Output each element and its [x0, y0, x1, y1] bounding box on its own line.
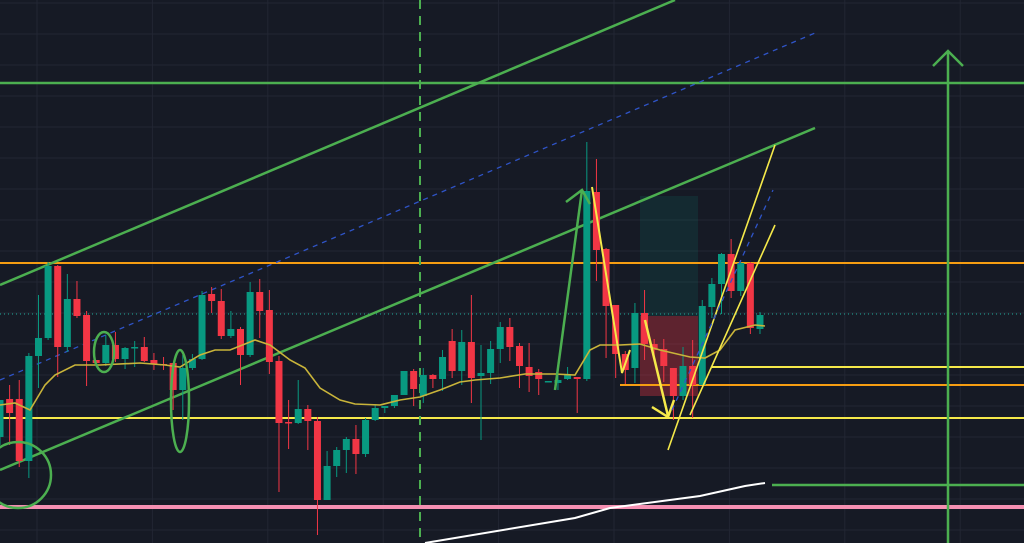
- candle-up: [631, 313, 639, 368]
- candle-up: [381, 406, 389, 408]
- candle-up: [496, 327, 504, 349]
- candle-up: [487, 349, 495, 373]
- yellow-channel-line: [689, 224, 776, 416]
- candle-up: [198, 295, 206, 359]
- candle-up: [323, 466, 331, 500]
- candle-up: [564, 375, 572, 379]
- candle-down: [6, 399, 14, 413]
- candle-down: [237, 329, 244, 355]
- candle-up: [179, 368, 187, 390]
- candle-down: [15, 399, 23, 461]
- yellow-path: [591, 186, 631, 374]
- arrow-down-icon: [651, 399, 676, 419]
- candle-down: [54, 266, 62, 347]
- long-position-target-zone: [640, 196, 698, 316]
- candle-down: [275, 361, 283, 423]
- candle-up: [477, 373, 485, 376]
- candle-up: [34, 338, 42, 356]
- candle-down: [429, 375, 437, 379]
- highlight-ellipse: [92, 330, 116, 374]
- candle-down: [525, 367, 533, 376]
- candle-down: [140, 347, 148, 361]
- candle-down: [573, 377, 581, 379]
- candle-down: [727, 254, 735, 291]
- candle-up: [63, 299, 71, 347]
- candle-up: [227, 329, 235, 336]
- drawings-front: [0, 49, 964, 543]
- candle-down: [352, 439, 360, 454]
- candle-down: [208, 294, 216, 301]
- channel-upper-line: [0, 0, 676, 287]
- candle-up: [439, 357, 447, 379]
- highlight-ellipse: [169, 348, 191, 454]
- candle-down: [650, 344, 658, 350]
- candle-up: [679, 366, 687, 396]
- candle-down: [515, 346, 523, 366]
- candle-down: [410, 371, 418, 389]
- candle-up: [737, 263, 745, 291]
- candle-up: [246, 292, 254, 355]
- candle-down: [689, 366, 697, 385]
- arrow-up-icon: [565, 188, 592, 205]
- candle-down: [592, 192, 600, 250]
- green-arrow-path: [553, 189, 584, 391]
- candle-up: [44, 266, 52, 338]
- candle-up: [756, 315, 764, 329]
- candle-down: [285, 422, 293, 424]
- candle-down: [73, 299, 81, 316]
- channel-lower-line: [0, 126, 816, 472]
- candle-down: [746, 263, 754, 328]
- candle-down: [265, 310, 273, 362]
- candle-up: [400, 371, 408, 395]
- candle-up: [294, 409, 302, 423]
- candle-up: [544, 381, 552, 383]
- candle-down: [535, 372, 543, 379]
- candle-down: [448, 341, 456, 371]
- candle-up: [131, 347, 139, 349]
- candle-down: [304, 409, 312, 421]
- candle-down: [111, 345, 119, 359]
- candle-up: [458, 342, 466, 371]
- candle-down: [669, 368, 677, 396]
- candle-down: [467, 342, 475, 378]
- candle-down: [256, 292, 264, 311]
- yellow-channel-midline: [671, 189, 774, 411]
- candle-down: [217, 301, 225, 336]
- highlight-circle: [0, 440, 53, 510]
- candle-up: [371, 408, 379, 420]
- candle-up: [0, 400, 4, 437]
- candle-down: [313, 421, 321, 500]
- candle-up: [342, 439, 350, 450]
- candle-up: [362, 420, 370, 454]
- candle-up: [25, 356, 33, 461]
- channel-midline-dashed: [0, 32, 816, 381]
- candle-up: [718, 254, 725, 284]
- candle-up: [333, 450, 341, 466]
- yellow-channel-line: [667, 144, 776, 451]
- candle-up: [419, 375, 427, 396]
- candle-up: [390, 395, 398, 406]
- candle-down: [150, 360, 158, 364]
- candle-down: [83, 315, 91, 361]
- yellow-arrow-path: [643, 319, 670, 417]
- candle-down: [506, 327, 514, 347]
- candle-up: [583, 191, 591, 379]
- moving-average-line: [0, 324, 766, 412]
- candle-up: [554, 380, 562, 383]
- candle-up: [708, 284, 716, 307]
- candle-down: [660, 349, 668, 366]
- candle-up: [102, 345, 110, 363]
- arrow-up-icon: [932, 49, 964, 67]
- candle-up: [188, 359, 196, 368]
- candle-up: [121, 348, 129, 359]
- white-trendline: [424, 482, 766, 543]
- candle-down: [641, 313, 649, 344]
